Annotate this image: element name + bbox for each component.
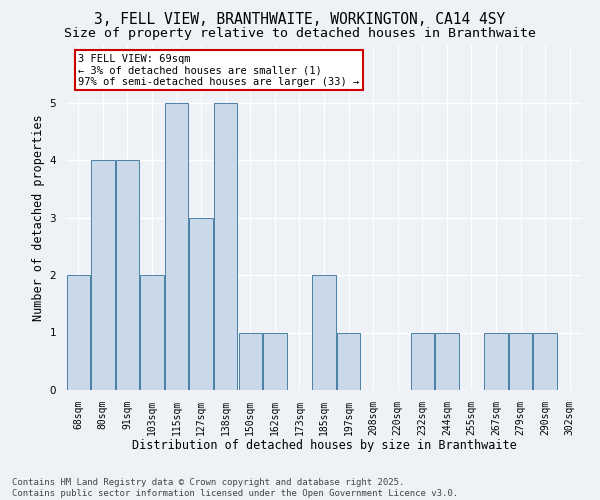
Bar bbox=[140, 275, 164, 390]
Bar bbox=[239, 332, 262, 390]
Bar bbox=[337, 332, 360, 390]
Bar bbox=[67, 275, 90, 390]
Bar bbox=[165, 102, 188, 390]
Bar bbox=[509, 332, 532, 390]
Text: Size of property relative to detached houses in Branthwaite: Size of property relative to detached ho… bbox=[64, 28, 536, 40]
Bar bbox=[190, 218, 213, 390]
Text: 3 FELL VIEW: 69sqm
← 3% of detached houses are smaller (1)
97% of semi-detached : 3 FELL VIEW: 69sqm ← 3% of detached hous… bbox=[78, 54, 359, 87]
Bar bbox=[484, 332, 508, 390]
Text: Contains HM Land Registry data © Crown copyright and database right 2025.
Contai: Contains HM Land Registry data © Crown c… bbox=[12, 478, 458, 498]
Y-axis label: Number of detached properties: Number of detached properties bbox=[32, 114, 46, 321]
Bar bbox=[91, 160, 115, 390]
Bar bbox=[435, 332, 458, 390]
Bar bbox=[313, 275, 335, 390]
Bar bbox=[410, 332, 434, 390]
Bar bbox=[533, 332, 557, 390]
Bar bbox=[214, 102, 238, 390]
Bar bbox=[116, 160, 139, 390]
Bar bbox=[263, 332, 287, 390]
Text: 3, FELL VIEW, BRANTHWAITE, WORKINGTON, CA14 4SY: 3, FELL VIEW, BRANTHWAITE, WORKINGTON, C… bbox=[94, 12, 506, 28]
X-axis label: Distribution of detached houses by size in Branthwaite: Distribution of detached houses by size … bbox=[131, 439, 517, 452]
